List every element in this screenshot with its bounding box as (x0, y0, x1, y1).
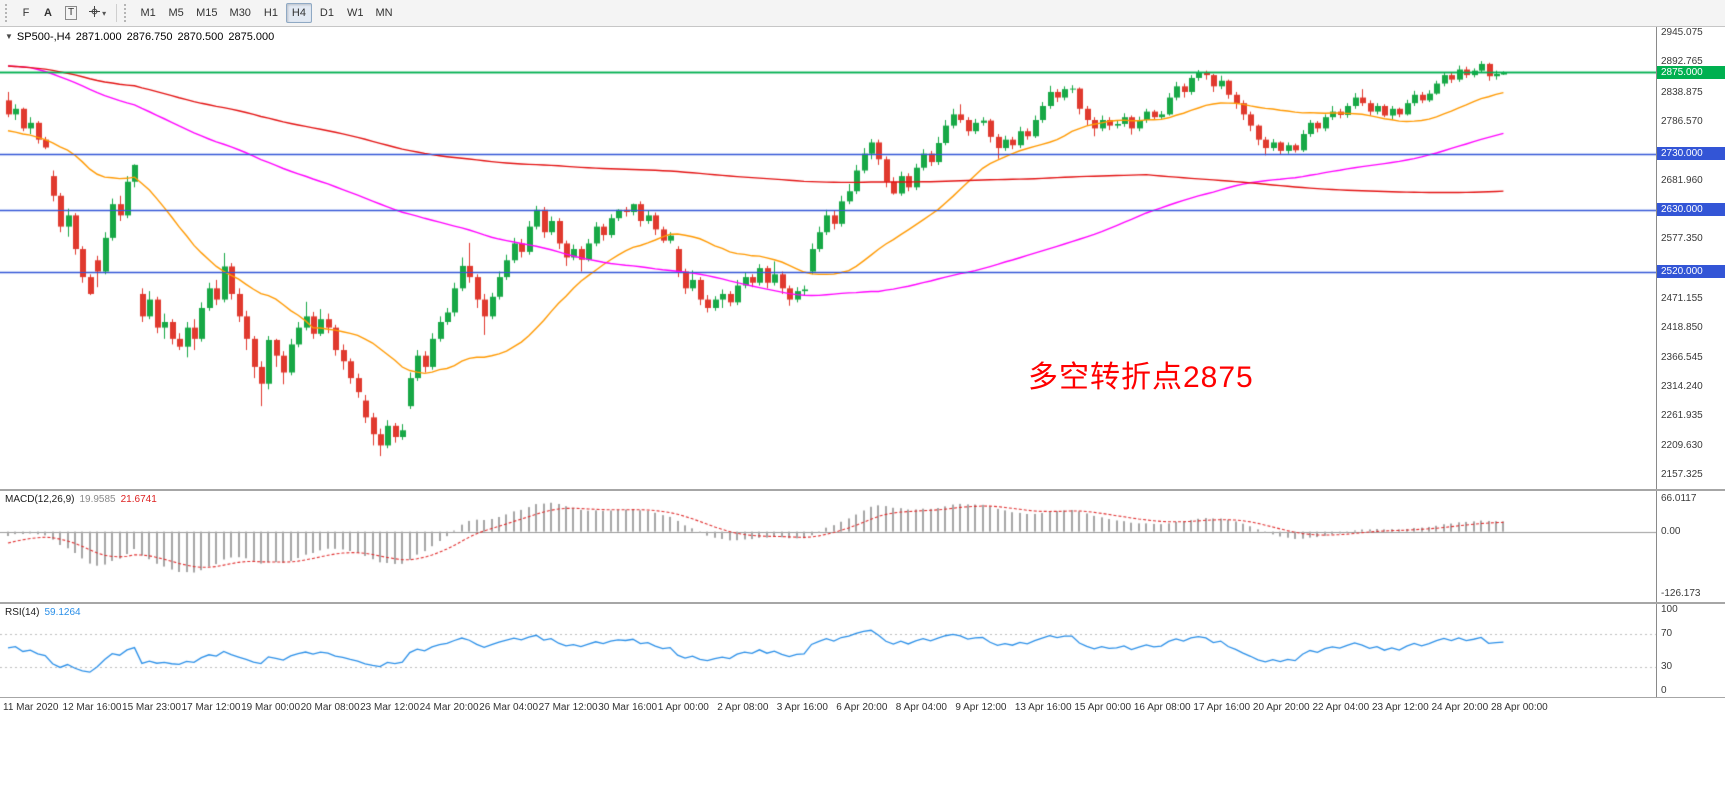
macd-pane: MACD(12,26,9) 19.9585 21.6741 66.0117 0.00 -… (0, 489, 1725, 602)
rsi-tick-label: 30 (1661, 660, 1673, 672)
time-tick-label: 15 Apr 00:00 (1074, 702, 1132, 713)
time-tick-label: 20 Apr 20:00 (1252, 702, 1310, 713)
time-axis[interactable]: 11 Mar 2020 12 Mar 16:00 15 Mar 23:00 17 Ma… (0, 697, 1725, 718)
macd-label: MACD(12,26,9) (5, 494, 75, 505)
rsi-pane: RSI(14) 59.1264 100 70 30 0 (0, 602, 1725, 697)
price-tick-label: 2314.240 (1661, 380, 1703, 392)
crosshair-tool-button[interactable]: ▾ (84, 3, 111, 23)
price-tick-label: 2366.545 (1661, 351, 1703, 363)
rsi-axis[interactable]: 100 70 30 0 (1656, 604, 1725, 697)
timeframe-button-mn[interactable]: MN (370, 3, 397, 23)
timeframe-button-group: M1 M5 M15 M30 H1 H4 D1 W1 MN (134, 3, 398, 23)
time-tick-label: 6 Apr 20:00 (836, 702, 888, 713)
ohlc-low: 2870.500 (177, 31, 224, 43)
ohlc-open: 2871.000 (75, 31, 122, 43)
rsi-label: RSI(14) (5, 607, 40, 618)
time-tick-label: 26 Mar 04:00 (479, 702, 539, 713)
time-tick-label: 24 Apr 20:00 (1431, 702, 1489, 713)
price-line-badge: 2875.000 (1657, 65, 1725, 79)
price-line-badge: 2630.000 (1657, 203, 1725, 217)
time-tick-label: 23 Mar 12:00 (360, 702, 420, 713)
price-axis[interactable]: 2945.075 2892.765 2838.875 2786.570 2681.960… (1656, 27, 1725, 489)
macd-canvas[interactable] (0, 491, 1656, 602)
macd-tick-label: -126.173 (1661, 588, 1701, 599)
time-tick-label: 15 Mar 23:00 (122, 702, 181, 713)
price-chart-canvas[interactable] (0, 27, 1656, 489)
macd-main-value: 19.9585 (79, 494, 116, 505)
toolbar-grip[interactable] (5, 4, 12, 22)
text-tool-button[interactable]: T (60, 3, 82, 23)
ohlc-close: 2875.000 (228, 31, 275, 43)
time-tick-label: 22 Apr 04:00 (1312, 702, 1370, 713)
time-tick-label: 12 Mar 16:00 (62, 702, 122, 713)
rsi-header: RSI(14) 59.1264 (5, 607, 81, 618)
rsi-tick-label: 100 (1661, 604, 1678, 615)
timeframe-button-m30[interactable]: M30 (225, 3, 256, 23)
annotate-a-button[interactable]: A (38, 3, 58, 23)
ohlc-high: 2876.750 (126, 31, 173, 43)
macd-tick-label: 0.00 (1661, 525, 1681, 537)
time-tick-label: 30 Mar 16:00 (598, 702, 658, 713)
time-tick-label: 3 Apr 16:00 (776, 702, 828, 713)
price-tick-label: 2577.350 (1661, 233, 1703, 245)
time-tick-label: 19 Mar 00:00 (241, 702, 301, 713)
price-line-badge: 2730.000 (1657, 147, 1725, 161)
price-tick-label: 2945.075 (1661, 27, 1703, 38)
timeframe-button-h1[interactable]: H1 (258, 3, 284, 23)
crosshair-icon (89, 6, 101, 20)
chart-annotation-text[interactable]: 多空转折点2875 (1028, 361, 1254, 394)
time-tick-label: 23 Apr 12:00 (1371, 702, 1429, 713)
timeframe-button-h4[interactable]: H4 (285, 3, 312, 23)
time-tick-label: 13 Apr 16:00 (1014, 702, 1072, 713)
timeframe-button-m5[interactable]: M5 (163, 3, 189, 23)
time-tick-label: 16 Apr 08:00 (1133, 702, 1191, 713)
time-tick-label: 11 Mar 2020 (3, 702, 59, 713)
macd-signal-value: 21.6741 (120, 494, 157, 505)
price-tick-label: 2786.570 (1661, 115, 1703, 127)
time-tick-label: 8 Apr 04:00 (895, 702, 947, 713)
rsi-canvas[interactable] (0, 604, 1656, 697)
timeframe-group-grip[interactable] (124, 4, 131, 22)
time-tick-label: 24 Mar 20:00 (419, 702, 479, 713)
price-tick-label: 2892.765 (1661, 56, 1703, 68)
toolbar: F A T ▾ M1 M5 M15 M30 H1 H4 D1 W1 MN (0, 0, 1725, 27)
timeframe-button-m15[interactable]: M15 (191, 3, 222, 23)
time-tick-label: 1 Apr 00:00 (657, 702, 709, 713)
file-tab-button[interactable]: F (16, 3, 36, 23)
time-tick-label: 27 Mar 12:00 (538, 702, 598, 713)
timeframe-button-w1[interactable]: W1 (342, 3, 369, 23)
price-tick-label: 2157.325 (1661, 469, 1703, 480)
price-tick-label: 2418.850 (1661, 322, 1703, 334)
toolbar-separator (116, 4, 118, 22)
macd-tick-label: 66.0117 (1661, 493, 1697, 504)
time-tick-label: 2 Apr 08:00 (717, 702, 769, 713)
price-tick-label: 2471.155 (1661, 292, 1703, 304)
time-tick-label: 17 Mar 12:00 (181, 702, 241, 713)
symbol-timeframe-label: SP500-,H4 (16, 31, 71, 43)
text-tool-icon: T (65, 6, 78, 20)
time-tick-label: 9 Apr 12:00 (955, 702, 1007, 713)
quick-trade-arrow-icon[interactable]: ▼ (5, 32, 13, 41)
timeframe-button-m1[interactable]: M1 (135, 3, 161, 23)
price-tick-label: 2838.875 (1661, 86, 1703, 98)
rsi-value: 59.1264 (44, 607, 81, 618)
macd-header: MACD(12,26,9) 19.9585 21.6741 (5, 494, 157, 505)
rsi-tick-label: 70 (1661, 628, 1673, 640)
chevron-down-icon: ▾ (102, 8, 107, 18)
price-tick-label: 2261.935 (1661, 410, 1703, 422)
window-filler (0, 718, 1725, 789)
time-tick-label: 20 Mar 08:00 (300, 702, 360, 713)
timeframe-button-d1[interactable]: D1 (314, 3, 340, 23)
time-tick-label: 28 Apr 00:00 (1491, 702, 1548, 713)
macd-axis[interactable]: 66.0117 0.00 -126.173 (1656, 491, 1725, 602)
price-tick-label: 2681.960 (1661, 174, 1703, 186)
price-line-badge: 2520.000 (1657, 265, 1725, 278)
rsi-tick-label: 0 (1661, 685, 1667, 696)
symbol-ohlc-line[interactable]: ▼ SP500-,H4 2871.000 2876.750 2870.500 2875.0… (5, 31, 274, 43)
price-chart-pane: ▼ SP500-,H4 2871.000 2876.750 2870.500 2875.0… (0, 27, 1725, 489)
price-tick-label: 2209.630 (1661, 439, 1703, 451)
time-tick-label: 17 Apr 16:00 (1193, 702, 1251, 713)
